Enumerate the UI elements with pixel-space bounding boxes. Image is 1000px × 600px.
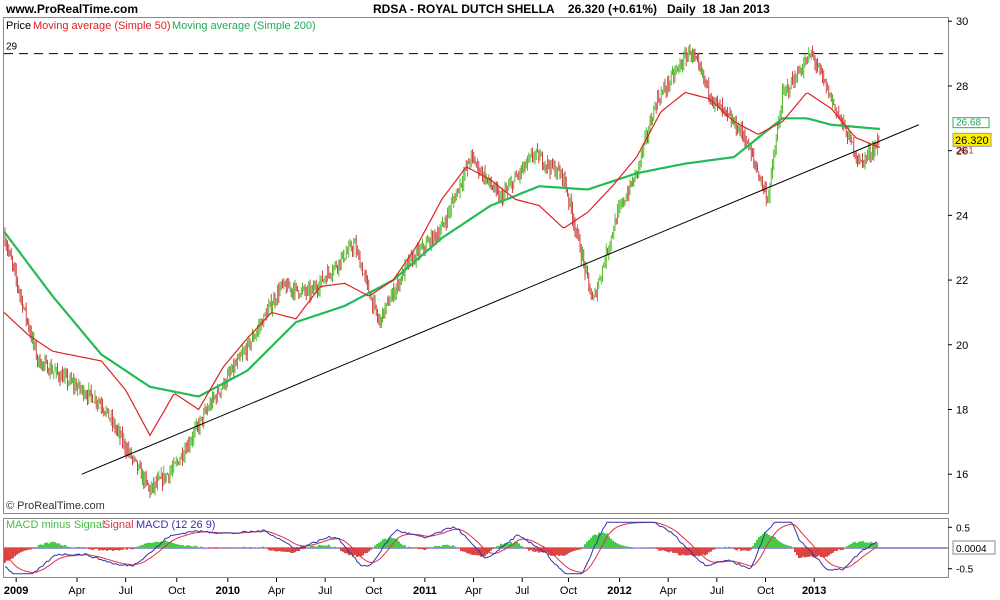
period: Daily — [667, 2, 696, 16]
ma200-value-tag — [952, 117, 990, 129]
ma200-line — [3, 117, 881, 398]
x-tick-label: Jul — [318, 585, 332, 597]
legend-ma200: Moving average (Simple 200) — [172, 20, 316, 32]
x-tick-label: 2011 — [413, 585, 437, 597]
y-tick-label: 26 — [956, 146, 968, 158]
x-tick-label: Oct — [757, 585, 774, 597]
y-tick-label: 16 — [956, 469, 968, 481]
x-tick-label: Jul — [710, 585, 724, 597]
x-tick-label: Jul — [515, 585, 529, 597]
ma50-value-label: 26.1 — [956, 145, 974, 155]
ma200-value-label: 26.68 — [956, 118, 981, 129]
y-tick-label: 18 — [956, 404, 968, 416]
macd-legend-macd: MACD (12 26 9) — [136, 519, 215, 531]
last-price-label: 26.320 — [955, 135, 989, 147]
macd-legend-signal: Signal — [103, 519, 134, 531]
macd-y-tick-label: -0.5 — [956, 565, 974, 576]
copyright: © ProRealTime.com — [6, 500, 105, 512]
x-tick-label: Apr — [68, 585, 85, 597]
resistance-label: 29 — [6, 42, 18, 53]
y-tick-label: 30 — [956, 16, 968, 28]
symbol: RDSA - ROYAL DUTCH SHELLA — [373, 2, 555, 16]
date: 18 Jan 2013 — [702, 2, 770, 16]
macd-legend-diff: MACD minus Signal — [6, 519, 104, 531]
x-tick-label: 2010 — [216, 585, 240, 597]
price-panel — [3, 17, 949, 514]
x-tick-label: Apr — [268, 585, 285, 597]
ma50-line — [3, 91, 881, 437]
price-layer: 29 — [3, 42, 948, 499]
x-tick-label: 2009 — [4, 585, 28, 597]
x-tick-label: Apr — [660, 585, 677, 597]
x-tick-label: Jul — [119, 585, 133, 597]
y-tick-label: 28 — [956, 81, 968, 93]
macd-layer — [4, 521, 948, 575]
x-tick-label: 2012 — [607, 585, 631, 597]
legend-price: Price — [6, 20, 31, 32]
legend-ma50: Moving average (Simple 50) — [33, 20, 171, 32]
x-tick-label: Oct — [560, 585, 577, 597]
y-tick-label: 24 — [956, 210, 968, 222]
macd-y-tick-label: 0.5 — [956, 523, 970, 534]
last-price-tag — [952, 132, 992, 147]
macd-value-tag — [952, 540, 996, 555]
last-price: 26.320 (+0.61%) — [567, 2, 657, 16]
trendline — [81, 124, 919, 475]
x-tick-label: Oct — [365, 585, 382, 597]
macd-value-label: 0.0004 — [956, 544, 987, 555]
x-tick-label: Oct — [168, 585, 185, 597]
instrument-info: RDSA - ROYAL DUTCH SHELLA 26.320 (+0.61%… — [373, 2, 770, 16]
site-name[interactable]: www.ProRealTime.com — [6, 2, 139, 16]
macd-line — [4, 521, 878, 575]
y-tick-label: 22 — [956, 275, 968, 287]
x-tick-label: Apr — [465, 585, 482, 597]
x-tick-label: 2013 — [802, 585, 826, 597]
y-tick-label: 20 — [956, 340, 968, 352]
